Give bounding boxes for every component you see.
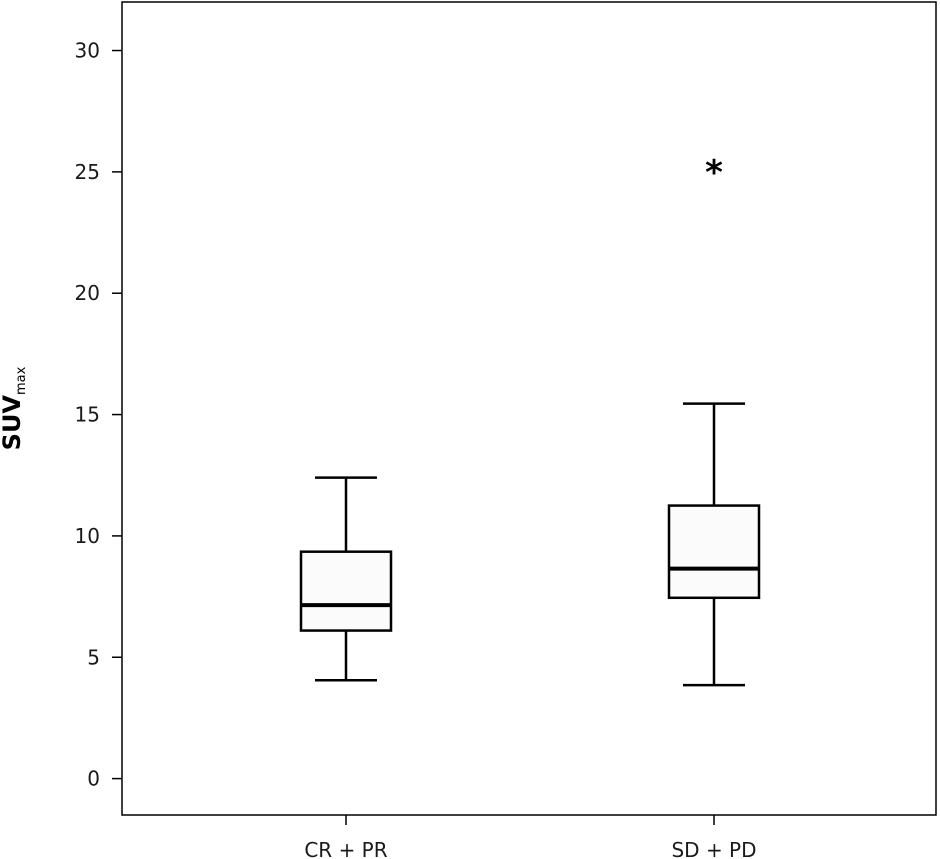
box-1	[299, 476, 393, 682]
iqr-box	[299, 550, 393, 632]
y-tick-label: 20	[75, 281, 100, 305]
outlier-marker: *	[705, 153, 723, 193]
y-axis-title-subscript: max	[14, 366, 29, 395]
y-axis-title-main: SUV	[0, 395, 26, 451]
x-axis-ticks: CR + PR SD + PD	[304, 815, 757, 859]
y-tick-label: 30	[75, 39, 100, 63]
x-tick-label: CR + PR	[304, 838, 387, 859]
y-tick-label: 25	[75, 160, 100, 184]
boxplot-boxes: *	[299, 153, 761, 687]
plot-frame	[121, 1, 937, 816]
iqr-box	[667, 504, 761, 600]
y-tick-label: 15	[75, 403, 100, 427]
box-2: *	[667, 153, 761, 687]
y-tick-label: 0	[87, 767, 100, 791]
y-tick-label: 5	[87, 645, 100, 669]
y-tick-label: 10	[75, 524, 100, 548]
x-tick-label: SD + PD	[671, 838, 756, 859]
y-axis-title: SUVmax	[0, 366, 29, 450]
y-axis-ticks: 0 5 10 15 20 25 30	[75, 39, 122, 791]
